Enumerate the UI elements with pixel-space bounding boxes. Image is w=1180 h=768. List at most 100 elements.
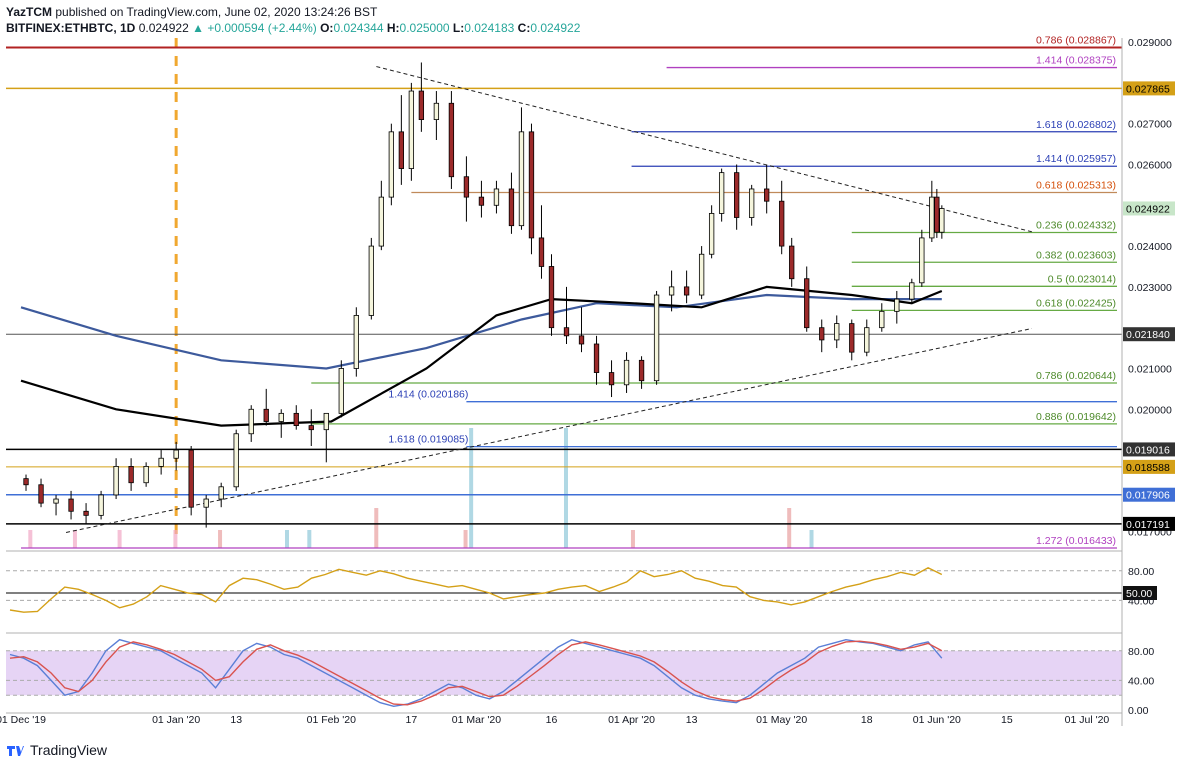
price-tick-label: 0.029000	[1128, 37, 1172, 49]
candle	[23, 478, 29, 486]
tradingview-brand: TradingView	[30, 742, 108, 758]
candle	[418, 90, 425, 121]
candle	[779, 200, 785, 247]
candle	[508, 188, 515, 227]
candle	[433, 102, 440, 120]
candle	[408, 90, 415, 169]
candle	[749, 188, 755, 218]
fib-level-label: 1.414 (0.028375)	[1036, 55, 1116, 67]
time-tick-label: 01 Jun '20	[913, 714, 961, 726]
candle	[789, 245, 795, 280]
fib-level-label: 0.618 (0.025313)	[1036, 180, 1116, 192]
candle	[919, 237, 925, 284]
fib-level-label: 1.618 (0.026802)	[1036, 119, 1116, 131]
open-label: O:	[320, 21, 334, 35]
candle	[593, 343, 600, 373]
candle	[834, 323, 840, 341]
candle	[864, 327, 870, 353]
time-tick-label: 01 Apr '20	[608, 714, 655, 726]
rsi-line	[9, 567, 943, 613]
time-tick-label: 16	[546, 714, 558, 726]
candle	[934, 196, 940, 233]
price-label-box	[1123, 459, 1175, 474]
fib-level-label: 1.618 (0.019085)	[388, 434, 468, 446]
rsi-tick-label: 40.00	[1128, 595, 1154, 607]
low-value: 0.024183	[464, 21, 515, 35]
volume-bar	[307, 530, 312, 548]
stoch-tick-label: 40.00	[1128, 675, 1154, 687]
price-label-box	[1123, 81, 1175, 96]
volume-bar	[285, 530, 289, 548]
candle	[463, 176, 470, 198]
candle	[293, 412, 299, 426]
price-change: +0.000594 (+2.44%)	[207, 21, 317, 35]
fib-level-label: 0.5 (0.023014)	[1048, 273, 1116, 285]
candle	[718, 172, 725, 214]
price-label-text: 0.017191	[1126, 519, 1170, 531]
price-label-box	[1123, 442, 1175, 457]
candle	[638, 359, 645, 382]
fib-level-label: 1.414 (0.025957)	[1036, 153, 1116, 165]
candle	[218, 486, 224, 500]
fib-level-label: 0.236 (0.024332)	[1036, 220, 1116, 232]
candle	[98, 494, 104, 516]
volume-bar	[564, 428, 568, 548]
fib-level-label: 0.618 (0.022425)	[1036, 297, 1116, 309]
stoch-d-line	[9, 640, 943, 706]
candle	[478, 196, 485, 206]
candle	[493, 188, 500, 206]
candle	[939, 208, 945, 233]
rsi-level-box	[1123, 586, 1157, 600]
candle	[278, 412, 284, 422]
time-tick-label: 01 Jul '20	[1065, 714, 1110, 726]
candle	[38, 484, 44, 504]
candle	[578, 335, 585, 345]
candle	[113, 465, 119, 496]
time-tick-label: 01 Dec '19	[0, 714, 46, 726]
candle	[53, 498, 59, 504]
price-label-box	[1123, 487, 1175, 502]
candle	[398, 131, 405, 169]
price-tick-label: 0.027000	[1128, 119, 1172, 131]
candle	[538, 237, 545, 267]
high-label: H:	[386, 21, 400, 35]
rsi-tick-label: 50.00	[1126, 588, 1152, 600]
fib-level-label: 0.886 (0.019642)	[1036, 411, 1116, 423]
candle	[929, 196, 935, 239]
candle	[203, 498, 209, 508]
volume-bar	[630, 530, 635, 548]
candle	[518, 131, 525, 227]
candle	[83, 510, 89, 516]
price-tick-label: 0.020000	[1128, 404, 1172, 416]
candle	[338, 368, 344, 414]
time-tick-label: 01 Mar '20	[452, 714, 501, 726]
candle	[879, 310, 885, 329]
tradingview-footer[interactable]: TradingView	[6, 742, 107, 758]
stoch-band	[6, 650, 1122, 696]
volume-bar	[28, 530, 33, 548]
candle	[563, 327, 570, 337]
candle	[158, 457, 164, 467]
symbol-name[interactable]: BITFINEX:ETHBTC, 1D	[6, 21, 136, 35]
candle	[909, 282, 915, 300]
candle	[734, 172, 740, 218]
price-tick-label: 0.023000	[1128, 282, 1172, 294]
close-value: 0.024922	[530, 21, 581, 35]
fib-level-label: 0.786 (0.020644)	[1036, 370, 1116, 382]
price-label-box	[1123, 516, 1175, 531]
trendline	[65, 328, 1033, 533]
candle	[819, 327, 825, 341]
up-arrow-icon: ▲	[192, 21, 204, 35]
volume-bar	[218, 530, 223, 548]
candle	[173, 449, 179, 459]
close-label: C:	[517, 21, 531, 35]
symbol-line: BITFINEX:ETHBTC, 1D 0.024922 ▲ +0.000594…	[6, 21, 580, 35]
volume-bar	[787, 508, 792, 548]
open-value: 0.024344	[333, 21, 384, 35]
publish-line: YazTCM published on TradingView.com, Jun…	[6, 5, 377, 19]
volume-bar	[809, 530, 814, 548]
price-label-text: 0.018588	[1126, 462, 1170, 474]
rsi-tick-label: 80.00	[1128, 566, 1154, 578]
volume-bar	[117, 530, 122, 548]
